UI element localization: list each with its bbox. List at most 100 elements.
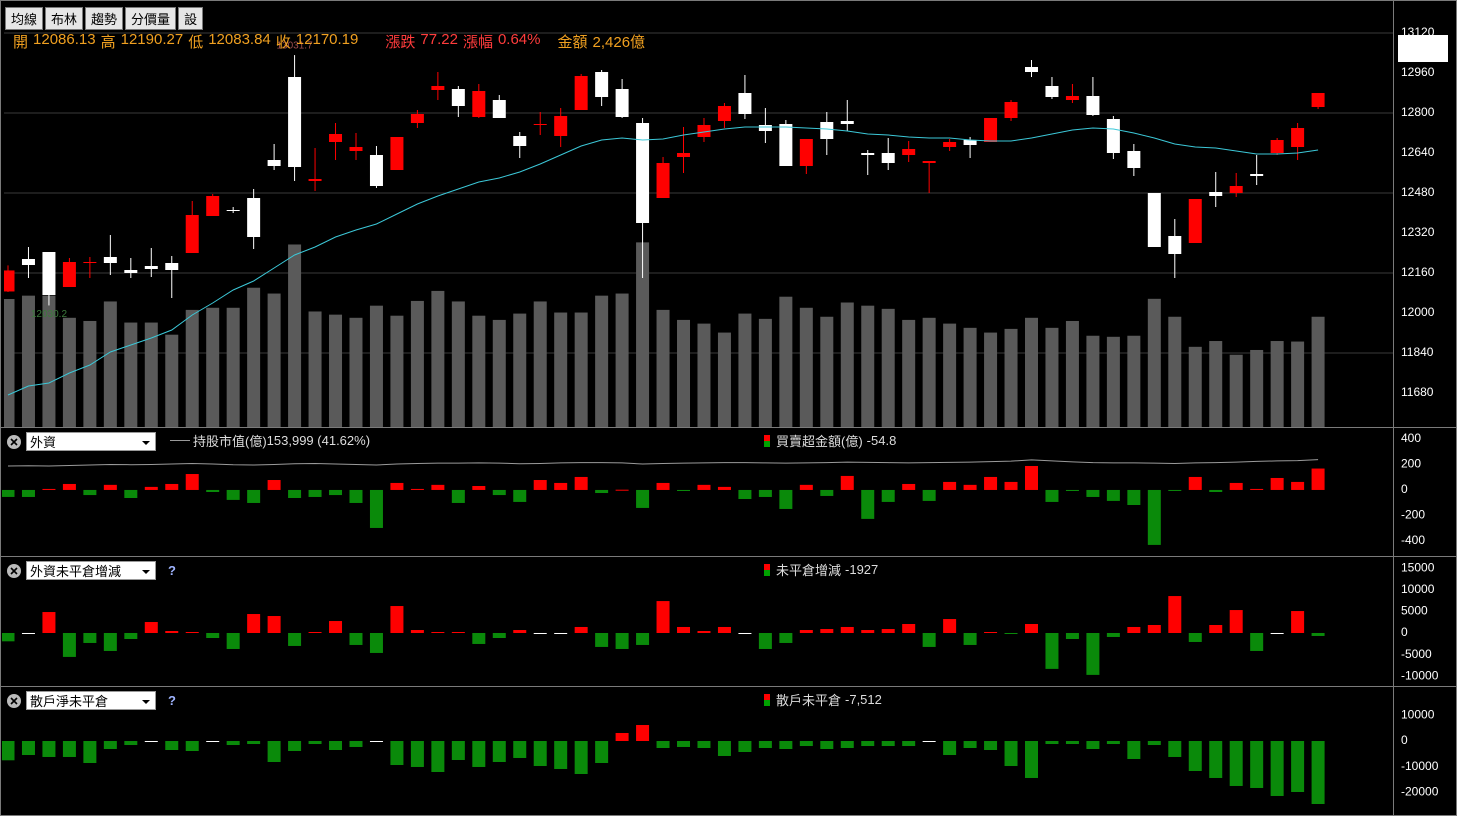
candle-body [1147, 193, 1161, 247]
bar [1065, 741, 1079, 745]
bar [247, 614, 261, 633]
main-plot: 13031.7 12030.2 [4, 32, 1393, 427]
volume-bar [1106, 336, 1120, 427]
candle-body [329, 134, 343, 142]
series-legend: 未平倉增減 -1927 [764, 560, 882, 579]
candle-body [103, 257, 117, 263]
indicator-dropdown[interactable]: 外資 [26, 432, 156, 451]
bar [861, 741, 875, 747]
volume-bar [1004, 328, 1018, 427]
candle-body [697, 125, 711, 137]
y-tick-label: 12640 [1401, 145, 1435, 159]
bar [1106, 632, 1120, 637]
bar [943, 741, 957, 756]
bar [1086, 489, 1100, 497]
bar [697, 741, 711, 748]
bar [779, 632, 793, 643]
bar [1291, 741, 1305, 792]
bar [226, 741, 240, 746]
volume-bar [62, 317, 76, 427]
toolbar-button[interactable]: 趨勢 [85, 7, 124, 30]
header-value: 12083.84 [208, 31, 271, 48]
bar [943, 481, 957, 490]
help-icon[interactable]: ? [168, 693, 176, 708]
bar [717, 486, 731, 490]
candle-body [963, 140, 977, 145]
volume-bar [779, 296, 793, 427]
header-value: 12190.27 [120, 31, 184, 48]
bar [2, 489, 15, 497]
close-icon[interactable] [6, 693, 22, 709]
volume-bar [922, 317, 936, 427]
candle-body [451, 89, 465, 106]
volume-bar [103, 301, 117, 427]
bar [185, 631, 199, 633]
volume-bar [656, 309, 670, 427]
volume-bar [697, 323, 711, 427]
bar [840, 626, 854, 633]
toolbar-button[interactable]: 設 [178, 7, 204, 30]
bar [1209, 489, 1223, 492]
bar [615, 632, 629, 649]
candle-body [820, 122, 834, 139]
close-icon[interactable] [6, 563, 22, 579]
bar [369, 489, 383, 528]
candle-body [1250, 174, 1264, 176]
volume-bar [369, 305, 383, 427]
volume-bar [1250, 349, 1264, 427]
bar [103, 632, 117, 651]
y-tick-label: -10000 [1401, 668, 1439, 682]
volume-bar [124, 322, 138, 427]
bar [21, 489, 35, 497]
bar [62, 632, 76, 657]
indicator-dropdown[interactable]: 外資未平倉增減 [26, 561, 156, 580]
toolbar-button[interactable]: 分價量 [125, 7, 177, 30]
header-value: 77.22 [420, 31, 458, 48]
close-icon[interactable] [6, 434, 22, 450]
candle-body [390, 137, 404, 170]
bar [103, 741, 117, 749]
candle-body [267, 160, 281, 166]
bar [1004, 741, 1018, 767]
bar [144, 486, 158, 490]
bar [124, 741, 138, 746]
bar [1188, 476, 1202, 490]
header-value: 0.64% [497, 31, 541, 48]
bar [390, 741, 404, 766]
price-annotation: 12030.2 [31, 309, 68, 320]
bar [83, 741, 97, 764]
bar [1270, 741, 1284, 796]
bar [758, 741, 772, 748]
bar [1025, 741, 1038, 778]
bar [329, 621, 343, 633]
bar [1045, 489, 1059, 502]
candle-body [1229, 186, 1243, 193]
line-legend: 持股市值(億) 153,999 (41.62%) [170, 431, 374, 450]
candle-body [1168, 236, 1182, 254]
volume-bar [42, 295, 56, 427]
bar [595, 489, 609, 494]
legend-line-icon [170, 440, 190, 441]
help-icon[interactable]: ? [168, 563, 176, 578]
candle-body [42, 252, 56, 295]
indicator-dropdown[interactable]: 散戶淨未平倉 [26, 691, 156, 710]
volume-bar [1188, 346, 1202, 427]
volume-bar [984, 332, 998, 427]
bar [1045, 632, 1059, 669]
bar [881, 741, 895, 747]
y-tick-label: 10000 [1401, 582, 1435, 596]
bar [820, 629, 834, 633]
volume-bar [799, 307, 813, 427]
bar [738, 489, 752, 500]
candle-body [144, 266, 158, 269]
bar [656, 482, 670, 490]
toolbar-button[interactable]: 均線 [5, 7, 44, 30]
bar [963, 632, 977, 645]
toolbar-button[interactable]: 布林 [45, 7, 84, 30]
candle-body [533, 124, 547, 125]
candle-body [247, 198, 261, 237]
bar [1188, 632, 1202, 642]
bar [2, 632, 15, 642]
bar [677, 626, 691, 633]
bar [902, 624, 916, 633]
